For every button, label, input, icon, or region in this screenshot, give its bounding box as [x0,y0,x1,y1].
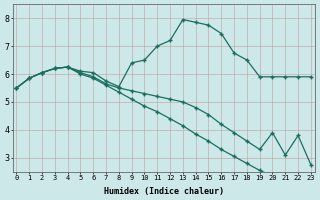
X-axis label: Humidex (Indice chaleur): Humidex (Indice chaleur) [104,187,224,196]
